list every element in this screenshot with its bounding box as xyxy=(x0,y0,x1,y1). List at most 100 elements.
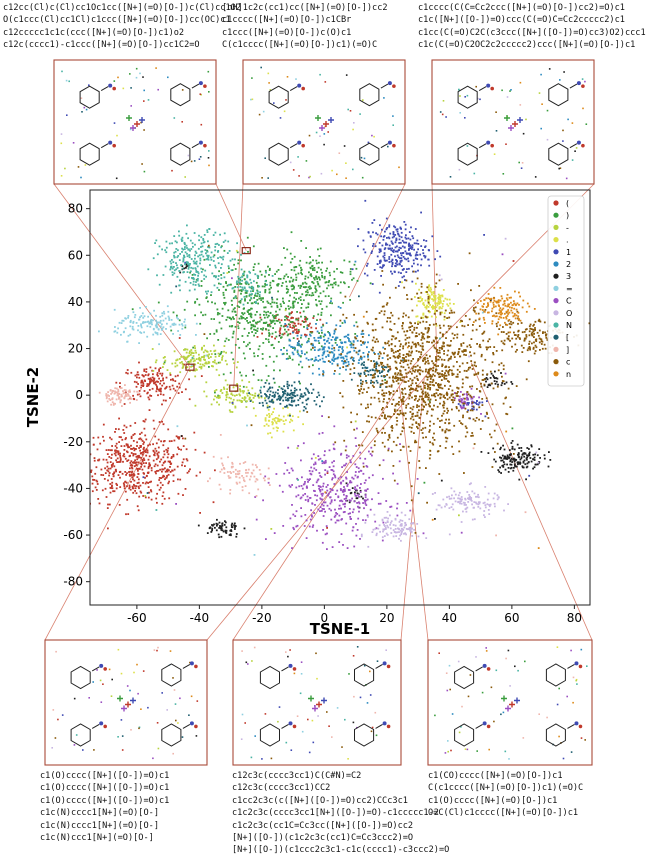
point xyxy=(384,528,387,530)
point xyxy=(208,366,210,368)
point xyxy=(328,466,331,468)
point xyxy=(388,256,391,258)
point xyxy=(388,261,391,263)
point xyxy=(299,382,301,385)
point xyxy=(192,352,195,354)
point xyxy=(295,388,298,391)
point xyxy=(215,529,218,532)
point xyxy=(253,554,256,556)
point xyxy=(251,331,253,333)
point xyxy=(481,401,484,404)
point xyxy=(497,383,499,386)
point xyxy=(247,322,250,324)
point xyxy=(269,386,271,389)
point xyxy=(160,390,162,393)
point xyxy=(98,458,101,461)
point xyxy=(494,382,497,385)
point xyxy=(146,492,149,494)
point xyxy=(154,435,157,438)
point xyxy=(432,384,434,386)
point xyxy=(371,368,374,371)
point xyxy=(164,470,167,473)
point xyxy=(463,393,466,396)
point xyxy=(246,334,249,337)
point xyxy=(124,389,127,392)
point xyxy=(172,454,175,456)
point xyxy=(161,312,164,315)
point xyxy=(140,326,143,329)
point xyxy=(454,397,456,400)
point xyxy=(218,355,220,357)
point xyxy=(232,358,234,361)
point xyxy=(205,361,207,364)
point xyxy=(129,325,132,328)
point xyxy=(216,313,219,316)
point xyxy=(238,470,241,472)
point xyxy=(189,270,192,273)
point xyxy=(319,506,322,508)
point xyxy=(336,364,339,367)
point xyxy=(167,482,170,485)
point xyxy=(289,414,291,417)
point xyxy=(169,397,171,399)
point xyxy=(140,431,143,434)
point xyxy=(251,293,253,295)
point xyxy=(332,473,335,476)
point xyxy=(307,340,310,343)
point xyxy=(514,459,517,462)
point xyxy=(246,310,249,313)
point xyxy=(225,337,228,340)
point xyxy=(164,478,166,481)
point xyxy=(400,254,403,257)
point xyxy=(167,473,170,476)
point xyxy=(195,271,198,273)
point xyxy=(461,398,464,401)
point xyxy=(108,397,111,400)
point xyxy=(402,529,405,531)
point xyxy=(333,516,336,518)
point xyxy=(176,256,179,259)
point xyxy=(222,241,225,243)
point xyxy=(418,369,421,371)
point xyxy=(163,361,166,364)
point xyxy=(352,359,354,361)
point xyxy=(292,285,295,287)
point xyxy=(396,436,399,439)
point xyxy=(396,259,398,262)
point xyxy=(244,282,247,284)
point xyxy=(273,393,276,396)
point xyxy=(289,294,291,297)
point xyxy=(206,337,208,340)
point xyxy=(142,382,145,385)
point xyxy=(317,336,320,339)
point xyxy=(88,467,90,469)
point xyxy=(411,396,413,399)
point xyxy=(402,347,404,350)
point xyxy=(412,522,414,525)
point xyxy=(274,317,277,319)
point xyxy=(161,420,163,423)
point xyxy=(124,438,127,441)
point xyxy=(286,469,289,472)
point xyxy=(141,440,144,442)
point xyxy=(537,461,540,464)
point xyxy=(133,449,136,452)
point xyxy=(446,391,448,394)
point xyxy=(143,379,146,382)
point xyxy=(236,251,239,254)
point xyxy=(163,440,166,442)
point xyxy=(431,360,433,363)
point xyxy=(466,402,469,404)
point xyxy=(431,293,433,296)
point xyxy=(122,460,124,463)
point xyxy=(365,499,368,502)
point xyxy=(230,351,233,354)
point xyxy=(286,385,289,388)
point xyxy=(216,518,218,521)
point xyxy=(485,377,488,379)
point xyxy=(165,246,168,249)
point xyxy=(292,337,295,339)
point xyxy=(397,285,400,287)
point xyxy=(141,312,144,315)
point xyxy=(128,487,131,490)
